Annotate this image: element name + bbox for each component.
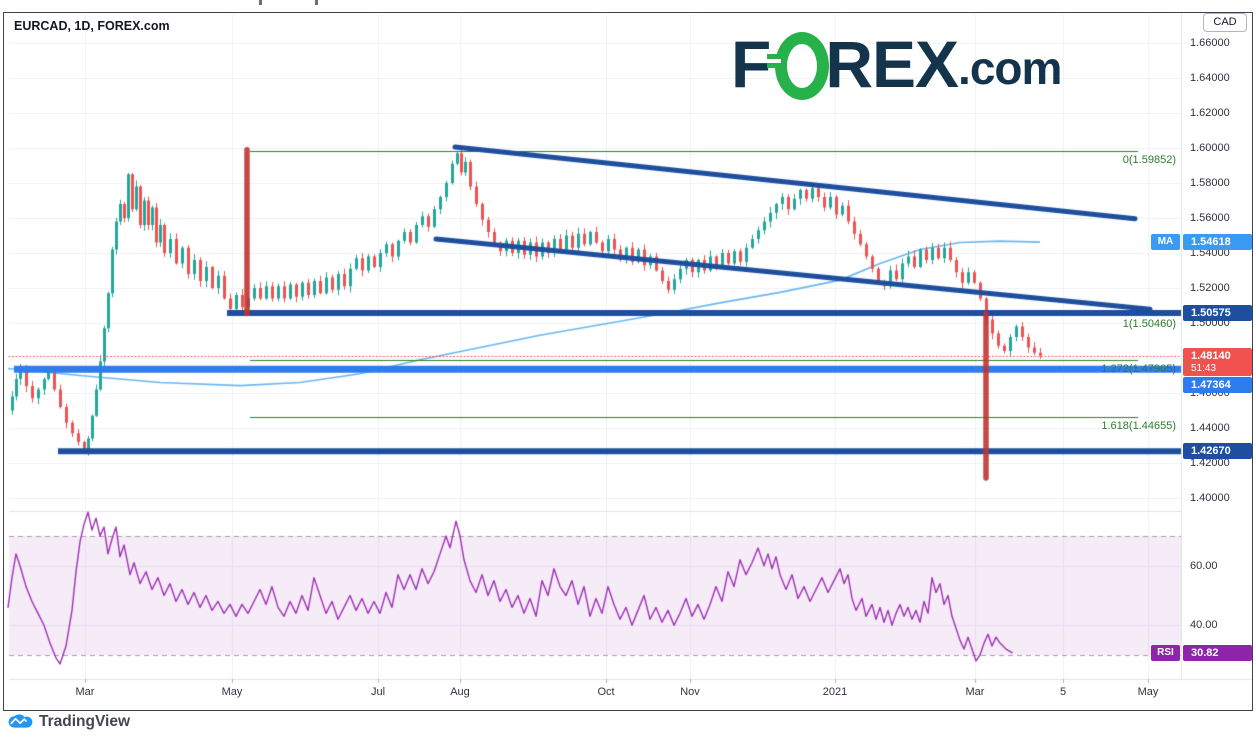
currency-button[interactable]: CAD	[1203, 13, 1247, 32]
cropped-text-artifact	[259, 0, 262, 5]
fib-level-label: 0(1.59852)	[1122, 153, 1176, 166]
ma-mini-tag: MA	[1151, 234, 1180, 251]
rsi-tick-label: 40.00	[1190, 619, 1218, 632]
rsi-value-tag: 30.82	[1183, 644, 1252, 661]
price-tick-label: 1.64000	[1190, 72, 1230, 84]
time-tick-label: May	[1137, 686, 1159, 698]
support-low-level-tag: 1.42670	[1183, 443, 1252, 460]
fib-level-label: 1.272(1.47905)	[1101, 362, 1176, 375]
time-tick-label: Nov	[680, 686, 700, 698]
watermark-text-com: .com	[958, 42, 1062, 94]
fib-level-label: 1(1.50460)	[1122, 317, 1176, 330]
rsi-mini-tag: RSI	[1151, 644, 1180, 661]
time-tick-label: 2021	[822, 686, 848, 698]
resistance-level-tag: 1.50575	[1183, 304, 1252, 321]
time-tick-label: Oct	[597, 686, 615, 698]
time-tick-label: May	[221, 686, 243, 698]
tradingview-cloud-icon	[8, 713, 33, 728]
forex-green-o-icon	[767, 30, 830, 100]
price-tick-label: 1.52000	[1190, 282, 1230, 294]
price-tick-label: 1.66000	[1190, 37, 1230, 49]
ma-value-tag: 1.54618	[1183, 234, 1252, 251]
cropped-text-artifact	[315, 0, 318, 5]
price-tick-label: 1.44000	[1190, 422, 1230, 434]
time-tick-label: Mar	[965, 686, 985, 698]
tradingview-label: TradingView	[39, 713, 131, 730]
rsi-tick-label: 60.00	[1190, 559, 1218, 572]
price-tick-label: 1.42000	[1190, 457, 1230, 469]
price-tick-label: 1.60000	[1190, 142, 1230, 154]
tradingview-logo[interactable]: TradingView	[8, 713, 130, 731]
support-mid-level-tag: 1.47364	[1183, 376, 1252, 393]
bar-countdown: 51:43	[1191, 362, 1217, 374]
time-tick-label: 5	[1059, 686, 1067, 698]
time-tick-label: Aug	[450, 686, 470, 698]
price-tick-label: 1.56000	[1190, 212, 1230, 224]
symbol-legend[interactable]: EURCAD, 1D, FOREX.com	[14, 19, 170, 33]
forex-com-watermark: F REX .com	[731, 27, 1062, 101]
time-tick-label: Jul	[370, 686, 386, 698]
price-tick-label: 1.58000	[1190, 177, 1230, 189]
fib-level-label: 1.618(1.44655)	[1101, 419, 1176, 432]
last-price-tag: 1.48140 51:43	[1183, 347, 1252, 376]
price-tick-label: 1.40000	[1190, 492, 1230, 504]
time-tick-label: Mar	[75, 686, 95, 698]
watermark-text-f: F	[731, 27, 771, 101]
last-price-value: 1.48140	[1191, 349, 1231, 362]
watermark-text-rex: REX	[825, 27, 959, 101]
price-tick-label: 1.62000	[1190, 107, 1230, 119]
